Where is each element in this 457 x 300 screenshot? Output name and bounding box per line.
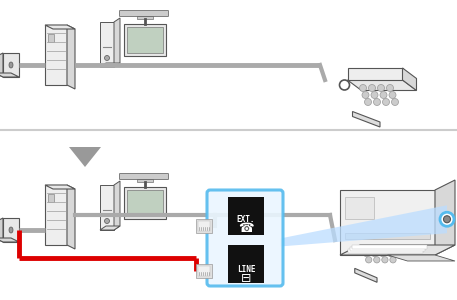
Bar bbox=[228, 245, 264, 283]
Text: ⊟: ⊟ bbox=[241, 272, 251, 284]
Bar bbox=[198, 221, 210, 231]
Polygon shape bbox=[340, 245, 455, 255]
Polygon shape bbox=[114, 18, 120, 67]
Polygon shape bbox=[350, 229, 400, 240]
FancyBboxPatch shape bbox=[119, 173, 169, 179]
Polygon shape bbox=[3, 53, 19, 77]
Circle shape bbox=[369, 244, 376, 250]
Ellipse shape bbox=[9, 227, 13, 233]
Bar bbox=[196, 264, 212, 278]
Circle shape bbox=[365, 98, 372, 106]
Circle shape bbox=[443, 216, 451, 223]
Circle shape bbox=[374, 257, 380, 263]
Polygon shape bbox=[355, 268, 377, 282]
Polygon shape bbox=[45, 185, 75, 189]
Circle shape bbox=[440, 212, 454, 226]
Polygon shape bbox=[69, 147, 101, 167]
Circle shape bbox=[390, 257, 396, 263]
Polygon shape bbox=[280, 205, 447, 247]
Circle shape bbox=[377, 85, 384, 92]
Bar bbox=[345, 196, 373, 219]
Circle shape bbox=[105, 218, 110, 224]
Polygon shape bbox=[0, 53, 3, 77]
Polygon shape bbox=[100, 226, 120, 230]
Circle shape bbox=[362, 92, 369, 98]
FancyBboxPatch shape bbox=[207, 190, 283, 286]
Polygon shape bbox=[100, 185, 114, 230]
Circle shape bbox=[389, 92, 396, 98]
Circle shape bbox=[382, 257, 388, 263]
Circle shape bbox=[392, 98, 399, 106]
Polygon shape bbox=[0, 73, 19, 77]
Polygon shape bbox=[400, 229, 412, 249]
Polygon shape bbox=[352, 112, 380, 127]
Bar bbox=[48, 194, 54, 202]
Circle shape bbox=[363, 250, 370, 256]
Polygon shape bbox=[388, 255, 455, 261]
Bar bbox=[137, 16, 153, 19]
Circle shape bbox=[387, 85, 393, 92]
Circle shape bbox=[360, 85, 367, 92]
Polygon shape bbox=[114, 181, 120, 230]
Polygon shape bbox=[340, 190, 435, 255]
Circle shape bbox=[366, 257, 372, 263]
Polygon shape bbox=[347, 80, 416, 91]
Ellipse shape bbox=[9, 62, 13, 68]
Polygon shape bbox=[100, 63, 120, 67]
Polygon shape bbox=[350, 240, 412, 249]
Bar bbox=[198, 266, 210, 276]
Circle shape bbox=[372, 250, 377, 256]
Bar bbox=[345, 233, 430, 239]
Bar bbox=[124, 24, 166, 56]
Circle shape bbox=[373, 98, 381, 106]
Circle shape bbox=[371, 92, 378, 98]
Polygon shape bbox=[67, 25, 75, 89]
Polygon shape bbox=[67, 185, 75, 249]
Bar bbox=[228, 197, 264, 235]
Circle shape bbox=[388, 250, 394, 256]
Polygon shape bbox=[45, 25, 67, 85]
Bar bbox=[48, 34, 54, 42]
Circle shape bbox=[368, 85, 376, 92]
Polygon shape bbox=[403, 68, 416, 91]
Bar bbox=[127, 27, 163, 53]
Polygon shape bbox=[100, 22, 114, 67]
FancyBboxPatch shape bbox=[119, 11, 169, 16]
Circle shape bbox=[385, 244, 392, 250]
Polygon shape bbox=[0, 238, 19, 242]
Polygon shape bbox=[3, 218, 19, 242]
Polygon shape bbox=[45, 25, 75, 29]
Bar bbox=[350, 247, 425, 251]
Circle shape bbox=[361, 244, 367, 250]
Circle shape bbox=[377, 244, 383, 250]
Circle shape bbox=[379, 250, 386, 256]
Text: ☎: ☎ bbox=[238, 223, 254, 236]
Circle shape bbox=[105, 56, 110, 61]
Text: LINE: LINE bbox=[237, 265, 255, 274]
Bar bbox=[124, 187, 166, 219]
Bar bbox=[348, 249, 423, 253]
Polygon shape bbox=[435, 180, 455, 255]
Bar bbox=[196, 219, 212, 233]
Polygon shape bbox=[45, 185, 67, 245]
Polygon shape bbox=[347, 68, 403, 80]
Circle shape bbox=[383, 98, 389, 106]
Bar bbox=[127, 190, 163, 216]
Bar bbox=[352, 245, 427, 249]
Polygon shape bbox=[0, 218, 3, 242]
Circle shape bbox=[380, 92, 387, 98]
Bar bbox=[137, 179, 153, 182]
Text: EXT.: EXT. bbox=[237, 215, 255, 224]
